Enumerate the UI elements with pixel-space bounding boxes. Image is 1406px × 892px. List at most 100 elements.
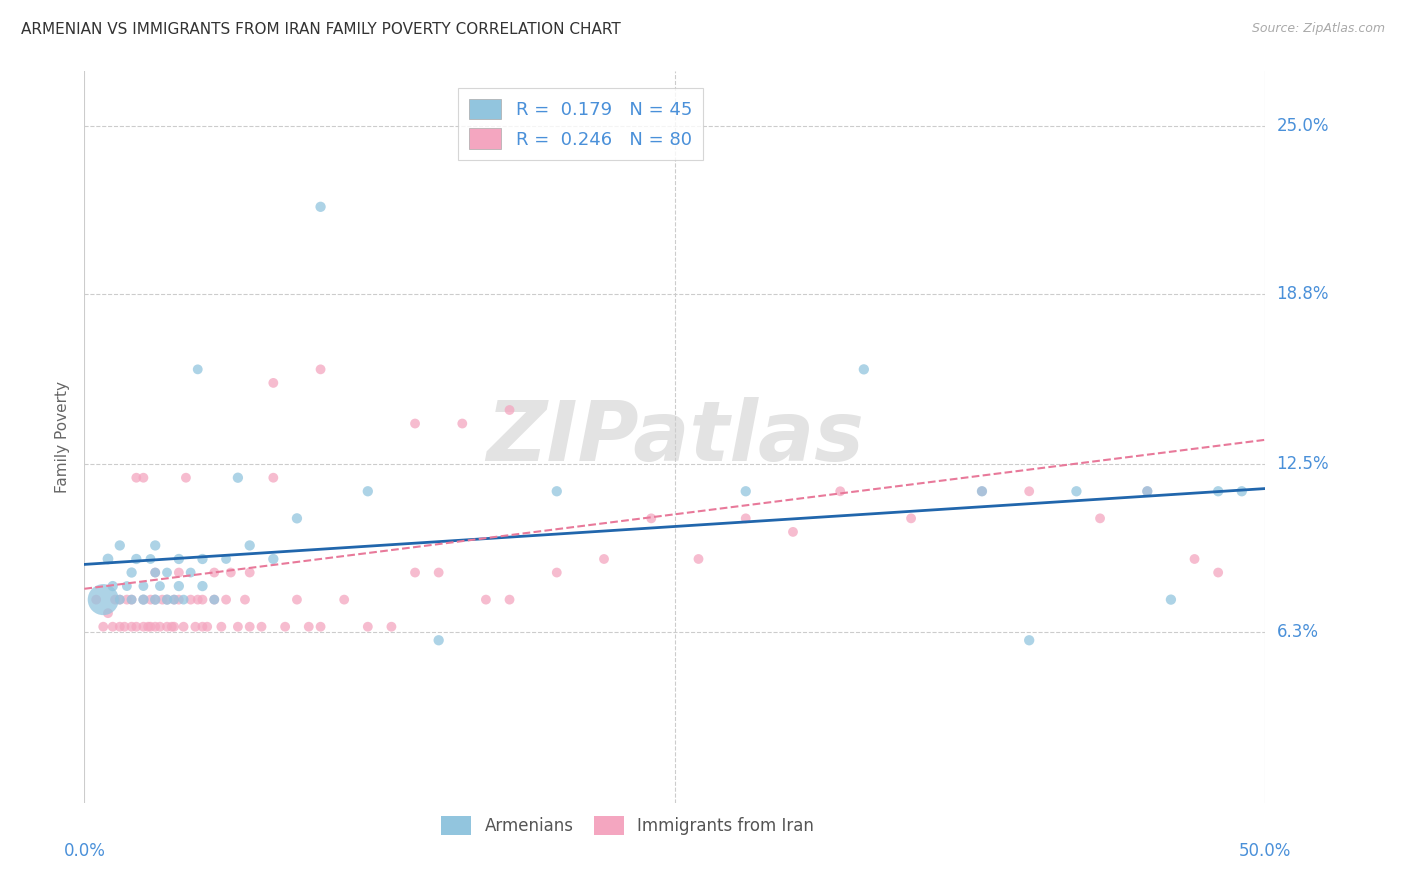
Point bbox=[136, 620, 159, 634]
Point bbox=[108, 620, 131, 634]
Point bbox=[163, 592, 186, 607]
Point bbox=[84, 592, 107, 607]
Point bbox=[309, 362, 332, 376]
Point bbox=[285, 511, 308, 525]
Point bbox=[174, 471, 197, 485]
Point bbox=[309, 620, 332, 634]
Point bbox=[475, 592, 498, 607]
Point bbox=[357, 484, 380, 499]
Point bbox=[451, 417, 474, 431]
Point bbox=[101, 579, 124, 593]
Point bbox=[546, 484, 568, 499]
Point bbox=[900, 511, 922, 525]
Point bbox=[274, 620, 297, 634]
Point bbox=[782, 524, 804, 539]
Point bbox=[156, 592, 179, 607]
Point bbox=[132, 620, 155, 634]
Point bbox=[1160, 592, 1182, 607]
Point bbox=[139, 592, 162, 607]
Point bbox=[209, 620, 232, 634]
Point bbox=[180, 592, 202, 607]
Point bbox=[239, 620, 262, 634]
Point bbox=[226, 620, 249, 634]
Point bbox=[380, 620, 402, 634]
Point bbox=[357, 620, 380, 634]
Point bbox=[1136, 484, 1159, 499]
Point bbox=[215, 592, 238, 607]
Point bbox=[830, 484, 852, 499]
Point bbox=[187, 362, 209, 376]
Point bbox=[132, 579, 155, 593]
Text: 0.0%: 0.0% bbox=[63, 842, 105, 860]
Point bbox=[852, 362, 875, 376]
Point bbox=[132, 471, 155, 485]
Point bbox=[1018, 633, 1040, 648]
Point bbox=[156, 592, 179, 607]
Text: 6.3%: 6.3% bbox=[1277, 624, 1319, 641]
Point bbox=[734, 484, 756, 499]
Text: ARMENIAN VS IMMIGRANTS FROM IRAN FAMILY POVERTY CORRELATION CHART: ARMENIAN VS IMMIGRANTS FROM IRAN FAMILY … bbox=[21, 22, 621, 37]
Point bbox=[115, 579, 138, 593]
Point bbox=[427, 633, 450, 648]
Point bbox=[156, 566, 179, 580]
Point bbox=[546, 566, 568, 580]
Point bbox=[150, 592, 173, 607]
Point bbox=[262, 471, 284, 485]
Point bbox=[239, 538, 262, 552]
Point bbox=[298, 620, 321, 634]
Point bbox=[285, 592, 308, 607]
Point bbox=[233, 592, 256, 607]
Point bbox=[125, 471, 148, 485]
Point bbox=[143, 566, 166, 580]
Point bbox=[734, 511, 756, 525]
Point bbox=[156, 620, 179, 634]
Point bbox=[427, 566, 450, 580]
Point bbox=[121, 592, 143, 607]
Point bbox=[173, 620, 195, 634]
Text: 50.0%: 50.0% bbox=[1239, 842, 1292, 860]
Point bbox=[262, 552, 284, 566]
Point bbox=[139, 552, 162, 566]
Point bbox=[108, 592, 131, 607]
Point bbox=[1206, 484, 1229, 499]
Point bbox=[202, 566, 225, 580]
Point bbox=[1136, 484, 1159, 499]
Point bbox=[187, 592, 209, 607]
Point bbox=[191, 620, 214, 634]
Point bbox=[191, 579, 214, 593]
Point bbox=[219, 566, 242, 580]
Point bbox=[226, 471, 249, 485]
Point bbox=[167, 552, 190, 566]
Point bbox=[163, 620, 186, 634]
Point bbox=[498, 403, 520, 417]
Point bbox=[143, 566, 166, 580]
Point bbox=[160, 620, 183, 634]
Point bbox=[1230, 484, 1253, 499]
Point bbox=[191, 552, 214, 566]
Point bbox=[97, 552, 120, 566]
Point bbox=[125, 620, 148, 634]
Point bbox=[1066, 484, 1088, 499]
Point bbox=[593, 552, 616, 566]
Point bbox=[149, 620, 172, 634]
Point bbox=[640, 511, 662, 525]
Point bbox=[309, 200, 332, 214]
Point bbox=[404, 566, 426, 580]
Point bbox=[108, 592, 131, 607]
Point bbox=[1206, 566, 1229, 580]
Point bbox=[143, 620, 166, 634]
Point bbox=[167, 566, 190, 580]
Point bbox=[191, 592, 214, 607]
Point bbox=[91, 620, 114, 634]
Point bbox=[143, 592, 166, 607]
Point bbox=[163, 592, 186, 607]
Legend: Armenians, Immigrants from Iran: Armenians, Immigrants from Iran bbox=[434, 809, 821, 842]
Point bbox=[121, 566, 143, 580]
Point bbox=[970, 484, 993, 499]
Point bbox=[1018, 484, 1040, 499]
Point bbox=[125, 552, 148, 566]
Point bbox=[121, 592, 143, 607]
Point bbox=[250, 620, 273, 634]
Point bbox=[239, 566, 262, 580]
Point bbox=[132, 592, 155, 607]
